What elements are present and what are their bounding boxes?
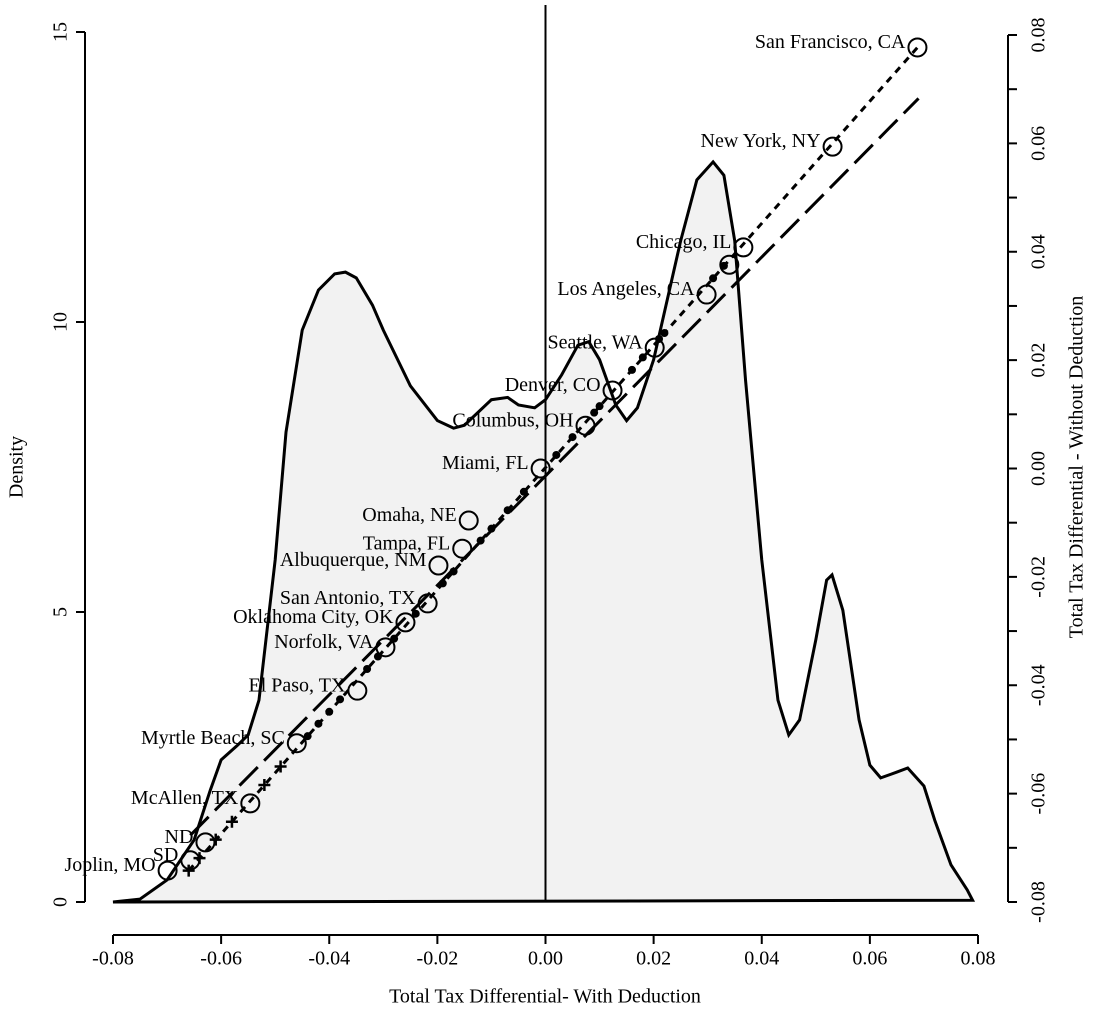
y2-tick-label: -0.06 xyxy=(1028,773,1050,815)
point-label: SD xyxy=(153,844,179,866)
point xyxy=(628,365,636,374)
point xyxy=(644,337,665,358)
point xyxy=(696,284,717,305)
point xyxy=(195,832,216,853)
point xyxy=(411,609,420,618)
point-label: New York, NY xyxy=(701,130,821,152)
y-tick-label: 10 xyxy=(50,312,72,332)
x-tick-label: 0.04 xyxy=(744,948,779,970)
point xyxy=(258,778,271,791)
y2-tick-label: -0.02 xyxy=(1028,556,1050,598)
y2-tick-label: 0.06 xyxy=(1028,126,1050,161)
point-label: San Francisco, CA xyxy=(755,31,906,53)
point-label: Chicago, IL xyxy=(636,231,732,253)
fit-line xyxy=(189,97,920,837)
point-label: San Antonio, TX xyxy=(280,587,416,609)
y2-tick-label: 0.02 xyxy=(1028,343,1050,378)
point xyxy=(452,538,473,559)
point xyxy=(822,136,843,157)
point xyxy=(193,852,206,865)
point xyxy=(476,536,485,545)
x-tick-label: 0.08 xyxy=(961,948,996,970)
point xyxy=(395,612,416,633)
point xyxy=(373,652,382,661)
point xyxy=(638,353,647,362)
y-tick-label: 5 xyxy=(50,607,72,617)
point xyxy=(209,833,222,846)
point xyxy=(182,864,195,877)
point xyxy=(157,860,178,881)
point xyxy=(240,793,261,814)
x-tick-label: -0.04 xyxy=(308,948,350,970)
point xyxy=(575,415,596,436)
point-label: McAllen, TX xyxy=(131,787,239,809)
point xyxy=(595,402,604,411)
y2-tick-label: -0.04 xyxy=(1028,664,1050,706)
y2-tick-label: 0.00 xyxy=(1028,451,1050,486)
point xyxy=(417,593,438,614)
point xyxy=(655,334,664,343)
y2-axis-label: Total Tax Differential - Without Deducti… xyxy=(1066,296,1088,638)
x-tick-label: 0.06 xyxy=(852,948,887,970)
point-label: ND xyxy=(165,826,194,848)
x-tick-label: 0.02 xyxy=(636,948,671,970)
x-tick-label: -0.06 xyxy=(200,948,242,970)
point xyxy=(347,680,368,701)
point xyxy=(428,555,449,576)
x-tick-label: -0.08 xyxy=(92,948,134,970)
point xyxy=(225,815,238,828)
point xyxy=(303,732,312,741)
point-label: Myrtle Beach, SC xyxy=(141,727,285,749)
point xyxy=(602,380,623,401)
x-tick-label: 0.00 xyxy=(528,948,563,970)
point-label: Seattle, WA xyxy=(548,331,644,353)
point xyxy=(274,760,287,773)
point-label: Columbus, OH xyxy=(452,409,573,431)
point xyxy=(363,664,372,673)
point xyxy=(487,524,496,533)
x-tick-label: -0.02 xyxy=(417,948,459,970)
point-label: Tampa, FL xyxy=(363,532,450,554)
x-axis-label: Total Tax Differential- With Deduction xyxy=(389,986,701,1008)
point xyxy=(907,37,928,58)
point xyxy=(709,274,718,283)
y-tick-label: 0 xyxy=(50,897,72,907)
point xyxy=(438,579,447,588)
point-label: Miami, FL xyxy=(442,452,529,474)
y-tick-label: 15 xyxy=(50,22,72,42)
y2-tick-label: 0.08 xyxy=(1028,18,1050,53)
point xyxy=(719,261,728,270)
point xyxy=(314,719,323,728)
y2-tick-label: 0.04 xyxy=(1028,234,1050,269)
point xyxy=(568,433,577,442)
point xyxy=(590,408,599,417)
y-axis-label: Density xyxy=(6,436,28,498)
point-label: El Paso, TX xyxy=(249,674,346,696)
point xyxy=(733,237,754,258)
y2-tick-label: -0.08 xyxy=(1028,881,1050,923)
point-label: Omaha, NE xyxy=(362,504,456,526)
point xyxy=(325,707,334,716)
density-area xyxy=(112,159,976,904)
point xyxy=(530,458,551,479)
point xyxy=(336,695,345,704)
point-label: Denver, CO xyxy=(505,374,601,396)
point xyxy=(286,733,307,754)
point-label: Norfolk, VA xyxy=(274,631,374,653)
point xyxy=(449,567,458,576)
point-label: Oklahoma City, OK xyxy=(233,606,394,628)
point-label: Joplin, MO xyxy=(64,854,155,876)
point-label: Los Angeles, CA xyxy=(557,278,695,300)
point xyxy=(552,450,561,459)
point xyxy=(503,506,512,515)
point xyxy=(519,487,528,496)
point xyxy=(660,329,669,338)
point xyxy=(390,634,399,643)
point-label: Albuquerque, NM xyxy=(280,549,427,571)
point xyxy=(458,510,479,531)
point xyxy=(375,637,396,658)
